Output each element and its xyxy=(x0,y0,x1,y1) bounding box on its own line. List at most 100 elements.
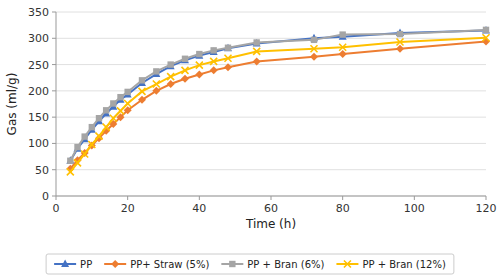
point xyxy=(74,159,81,166)
point xyxy=(225,55,232,62)
grid-line xyxy=(56,169,486,170)
series xyxy=(66,37,490,172)
point xyxy=(89,124,95,130)
x-tick xyxy=(199,196,200,200)
point xyxy=(196,51,202,57)
point xyxy=(153,81,160,88)
series-line xyxy=(70,38,486,172)
point xyxy=(182,67,189,74)
chart: 050100150200250300350020406080100120Time… xyxy=(0,0,500,277)
point xyxy=(67,158,73,164)
point xyxy=(103,107,109,113)
y-tick xyxy=(52,169,56,170)
point xyxy=(117,107,124,114)
y-tick xyxy=(52,64,56,65)
point xyxy=(167,73,174,80)
point xyxy=(74,144,80,150)
series xyxy=(67,27,489,164)
point xyxy=(339,44,346,51)
point xyxy=(181,75,189,83)
legend-label: PP + Bran (6%) xyxy=(247,259,324,270)
x-axis-label: Time (h) xyxy=(245,217,296,231)
legend-item: PP xyxy=(54,259,92,270)
point xyxy=(339,32,347,40)
point xyxy=(110,100,116,106)
y-tick-label: 100 xyxy=(28,137,49,150)
point xyxy=(210,47,216,53)
x-tick-label: 120 xyxy=(476,202,497,215)
y-tick-label: 200 xyxy=(28,85,49,98)
x-axis-line xyxy=(56,196,486,197)
x-tick-label: 40 xyxy=(192,202,206,215)
y-tick xyxy=(52,196,56,197)
x-tick-label: 100 xyxy=(404,202,425,215)
legend-label: PP + Bran (12%) xyxy=(362,259,446,270)
point xyxy=(339,31,345,37)
x-tick-label: 0 xyxy=(53,202,60,215)
plot-area xyxy=(66,26,490,175)
y-tick xyxy=(52,90,56,91)
point xyxy=(210,47,218,55)
point xyxy=(182,56,188,62)
point xyxy=(139,88,146,95)
x-tick-label: 20 xyxy=(121,202,135,215)
point xyxy=(181,56,189,64)
point xyxy=(253,57,261,65)
point xyxy=(396,45,404,53)
x-tick xyxy=(56,196,57,200)
point xyxy=(225,45,231,51)
legend-marker xyxy=(229,261,235,267)
y-tick-label: 0 xyxy=(42,190,49,203)
x-tick-label: 80 xyxy=(336,202,350,215)
point xyxy=(483,34,490,41)
point xyxy=(253,39,259,45)
point xyxy=(311,45,318,52)
grid-line xyxy=(56,12,486,13)
point xyxy=(311,37,317,43)
axes: 050100150200250300350020406080100120 xyxy=(28,6,497,215)
y-tick-label: 350 xyxy=(28,6,49,19)
grid-line xyxy=(56,143,486,144)
point xyxy=(167,80,175,88)
point xyxy=(110,115,117,122)
point xyxy=(210,58,217,65)
x-tick xyxy=(486,196,487,200)
legend-marker xyxy=(111,260,119,268)
y-tick xyxy=(52,143,56,144)
legend-marker xyxy=(344,261,351,268)
point xyxy=(195,71,203,79)
legend-label: PP+ Straw (5%) xyxy=(130,259,209,270)
series-line xyxy=(70,41,486,168)
point xyxy=(117,94,123,100)
y-tick xyxy=(52,12,56,13)
y-axis-line xyxy=(56,12,57,196)
y-tick xyxy=(52,117,56,118)
point xyxy=(196,62,203,69)
point xyxy=(88,142,96,150)
point xyxy=(224,63,232,71)
grid-line xyxy=(56,64,486,65)
series xyxy=(67,34,490,175)
legend-item: PP + Bran (6%) xyxy=(221,259,324,270)
legend: PP PP+ Straw (5%) PP + Bran (6%) PP + Bran … xyxy=(46,254,454,274)
point xyxy=(253,48,260,55)
y-axis-label: Gas (ml/g) xyxy=(5,73,19,136)
point xyxy=(124,100,131,107)
point xyxy=(224,44,232,52)
x-tick xyxy=(271,196,272,200)
point xyxy=(253,39,261,47)
point xyxy=(67,168,74,175)
x-tick-label: 60 xyxy=(264,202,278,215)
x-tick xyxy=(127,196,128,200)
point xyxy=(81,150,88,157)
point xyxy=(483,27,489,33)
point xyxy=(310,53,318,61)
point xyxy=(152,87,160,95)
point xyxy=(88,141,95,148)
y-tick-label: 250 xyxy=(28,59,49,72)
legend-marker xyxy=(61,260,69,268)
point xyxy=(96,115,102,121)
legend-item: PP + Bran (12%) xyxy=(336,259,446,270)
point xyxy=(138,96,146,104)
legend-label: PP xyxy=(80,259,92,270)
